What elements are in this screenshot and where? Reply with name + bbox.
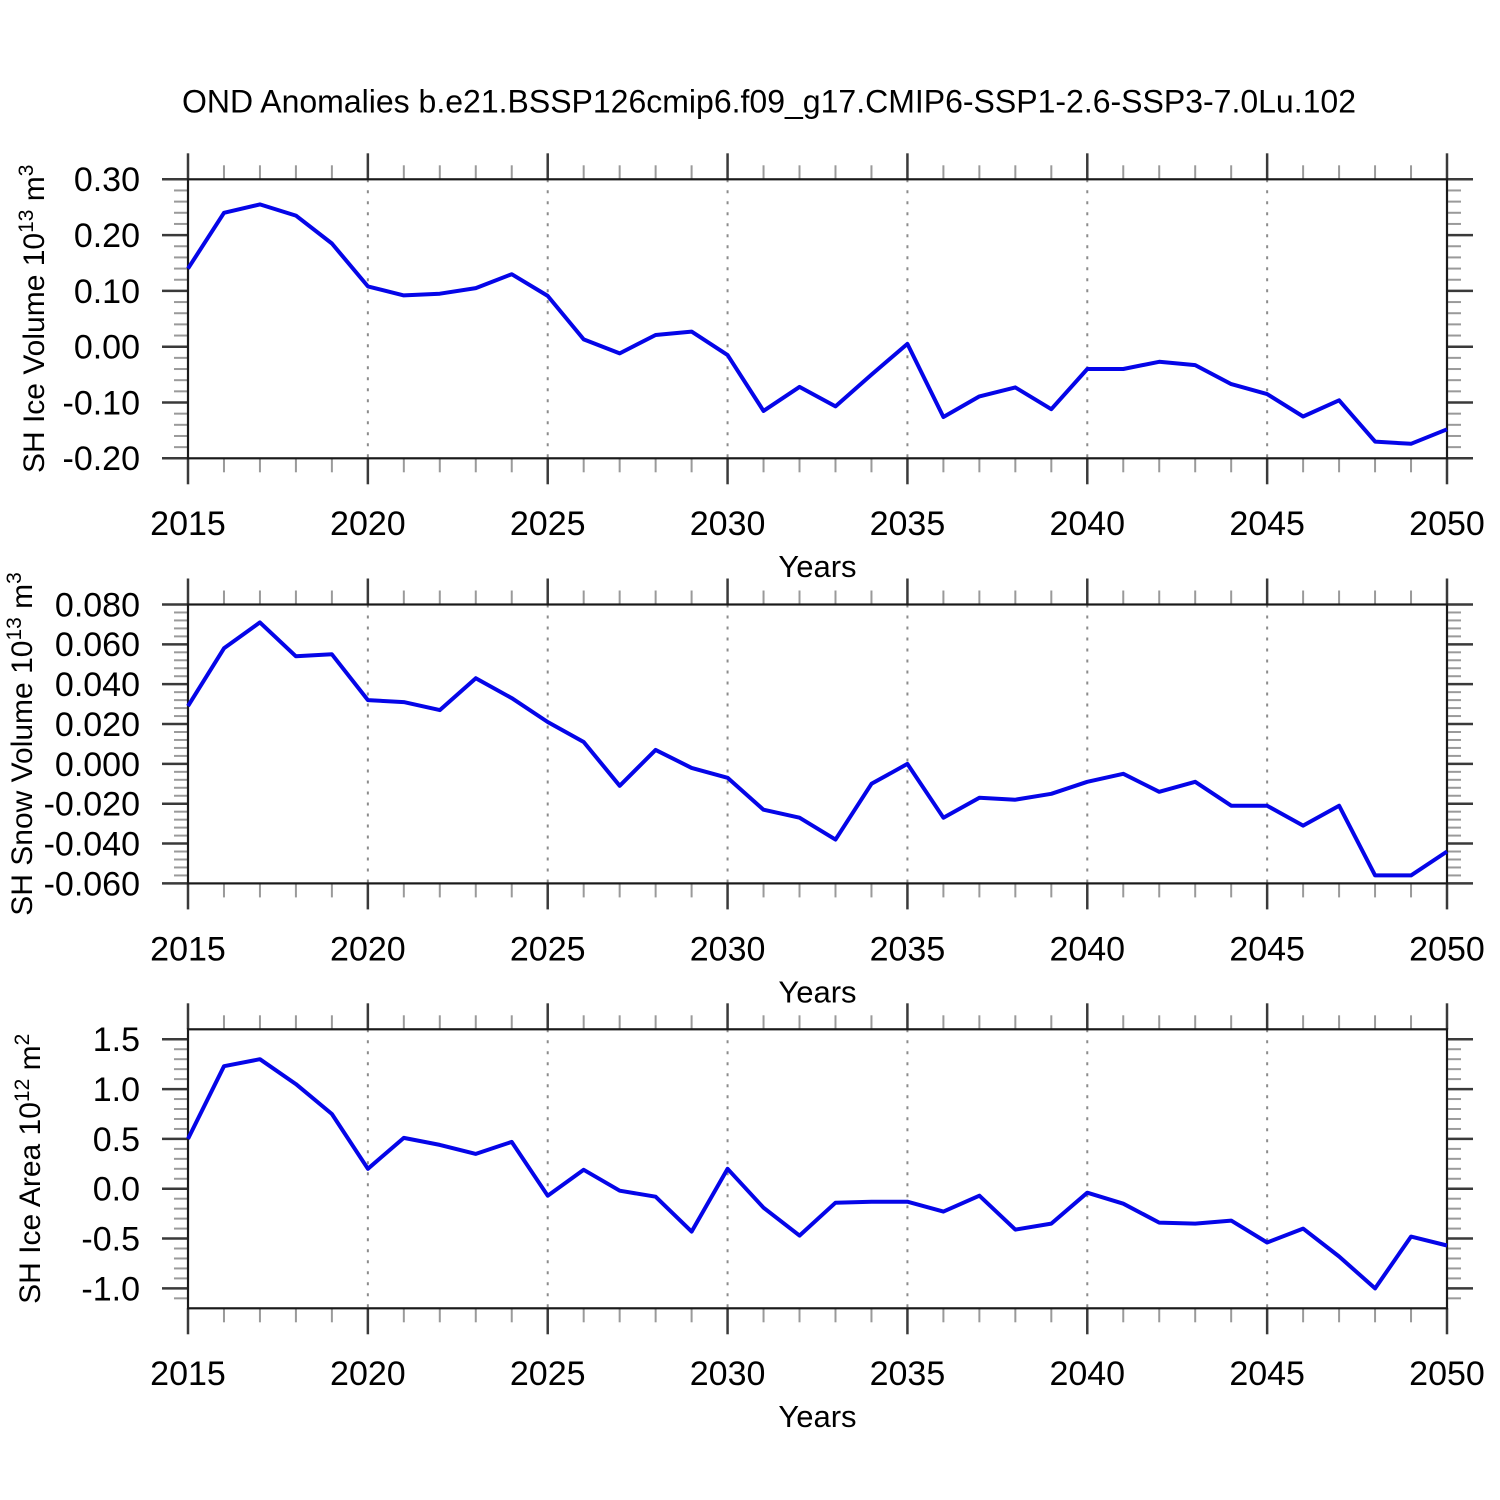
y-tick-label: 0.020 (55, 706, 140, 744)
y-tick-label: 0.080 (55, 586, 140, 624)
y-axis-title: SH Ice Area 1012 m2 (11, 1034, 47, 1304)
y-tick-label: 0.0 (93, 1171, 140, 1209)
plot-border (186, 178, 1449, 460)
x-tick-label: 2030 (690, 1355, 766, 1393)
x-tick-label: 2035 (870, 1355, 946, 1393)
y-tick-label: -0.10 (63, 384, 141, 422)
y-tick-label: 0.040 (55, 666, 140, 704)
y-tick-label: -0.040 (44, 825, 140, 863)
y-tick-label: 1.5 (93, 1021, 140, 1059)
x-tick-label: 2015 (150, 505, 226, 543)
y-tick-label: -0.060 (44, 865, 140, 903)
x-tick-label: 2020 (330, 1355, 406, 1393)
x-tick-label: 2045 (1229, 930, 1305, 968)
chart-sh-snow-volume: 2015 2020 2025 2030 2035 2040 2045 20500.0800.0… (3, 572, 1485, 1009)
chart-sh-ice-area: 2015 2020 2025 2030 2035 2040 2045 2050 1.5 1.0 0.… (11, 1003, 1485, 1434)
plot-border (186, 603, 1449, 885)
x-tick-label: 2035 (870, 505, 946, 543)
x-tick-label: 2035 (870, 930, 946, 968)
y-axis-title: SH Snow Volume 1013 m3 (3, 572, 39, 916)
y-tick-label: 0.000 (55, 746, 140, 784)
x-tick-label: 2040 (1049, 930, 1125, 968)
y-tick-label: 0.5 (93, 1121, 140, 1159)
x-tick-label: 2030 (690, 930, 766, 968)
x-tick-label: 2045 (1229, 505, 1305, 543)
figure-title: OND Anomalies b.e21.BSSP126cmip6.f09_g17… (182, 83, 1356, 120)
y-tick-label: -0.020 (44, 786, 140, 824)
x-tick-label: 2020 (330, 930, 406, 968)
plot-border (186, 1028, 1449, 1310)
y-tick-label: 1.0 (93, 1071, 140, 1109)
x-tick-label: 2015 (150, 930, 226, 968)
x-tick-label: 2020 (330, 505, 406, 543)
x-tick-label: 2030 (690, 505, 766, 543)
x-tick-label: 2040 (1049, 505, 1125, 543)
x-tick-label: 2015 (150, 1355, 226, 1393)
data-line (186, 202, 1448, 446)
x-tick-label: 2045 (1229, 1355, 1305, 1393)
y-tick-label: 0.30 (74, 161, 140, 199)
y-tick-label: -0.20 (63, 440, 141, 478)
x-tick-label: 2040 (1049, 1355, 1125, 1393)
y-tick-label: 0.00 (74, 329, 140, 367)
x-axis-title: Years (778, 1399, 856, 1434)
chart-sh-ice-volume: 2015 2020 2025 2030 2035 2040 2045 2050 0.30 0.20… (15, 153, 1485, 584)
x-axis-title: Years (778, 549, 856, 584)
y-tick-label: 0.060 (55, 626, 140, 664)
x-tick-label: 2050 (1409, 930, 1485, 968)
x-tick-label: 2025 (510, 1355, 586, 1393)
x-tick-label: 2025 (510, 505, 586, 543)
y-tick-label: 0.20 (74, 217, 140, 255)
x-tick-label: 2050 (1409, 505, 1485, 543)
data-line (186, 620, 1449, 878)
y-axis-title: SH Ice Volume 1013 m3 (15, 165, 51, 474)
y-tick-label: 0.10 (74, 273, 140, 311)
y-tick-label: -1.0 (81, 1270, 140, 1308)
y-tick-label: -0.5 (81, 1220, 140, 1258)
x-tick-label: 2050 (1409, 1355, 1485, 1393)
x-tick-label: 2025 (510, 930, 586, 968)
data-line (186, 1057, 1448, 1291)
x-axis-title: Years (778, 974, 856, 1009)
